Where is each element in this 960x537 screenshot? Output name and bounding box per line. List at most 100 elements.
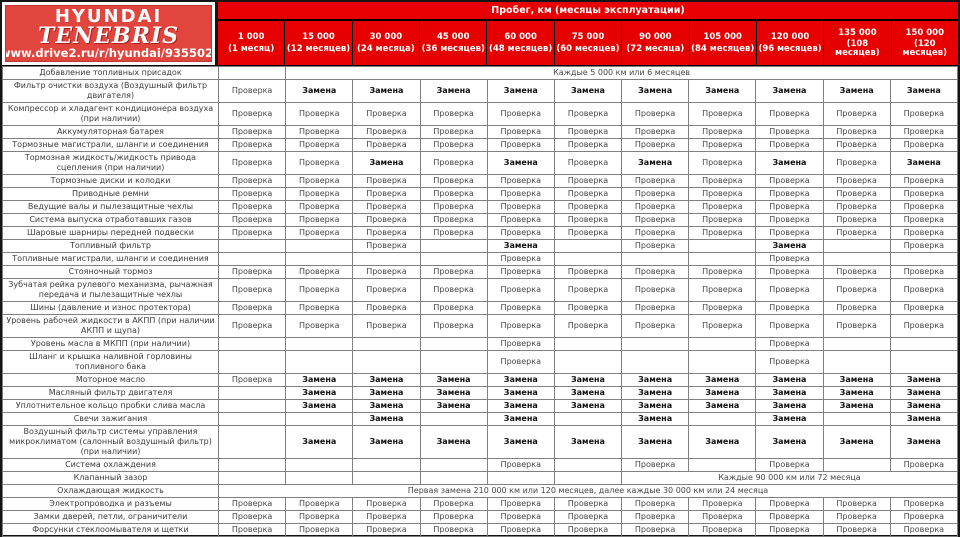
cell-check: Проверка	[419, 510, 488, 524]
cell-replace: Замена	[486, 151, 555, 175]
cell-check: Проверка	[486, 350, 555, 374]
cell-check: Проверка	[755, 458, 824, 472]
cell-empty	[285, 350, 354, 374]
cell-check: Проверка	[217, 373, 287, 387]
cell-check: Проверка	[352, 510, 421, 524]
row-label: Тормозные диски и колодки	[2, 174, 219, 188]
cell-check: Проверка	[822, 226, 891, 240]
cell-replace: Замена	[352, 386, 421, 400]
cell-check: Проверка	[822, 523, 891, 537]
cell-check: Проверка	[889, 523, 959, 537]
cell-replace: Замена	[822, 386, 891, 400]
cell-check: Проверка	[486, 187, 555, 201]
table-row: Ведущие валы и пылезащитные чехлы Проверк…	[2, 200, 959, 214]
row-label: Шланг и крышка наливной горловины топлив…	[2, 350, 219, 374]
cell-check: Проверка	[621, 125, 690, 139]
table-row: Клапанный зазор Каждые 90 000 км или 72 м…	[2, 471, 958, 485]
cell-check: Проверка	[889, 138, 959, 152]
cell-check: Проверка	[352, 523, 421, 537]
cell-check: Проверка	[755, 213, 824, 227]
table-row: Шины (давление и износ протектора) Провер…	[2, 301, 959, 315]
cell-check: Проверка	[553, 314, 623, 338]
cell-check: Проверка	[621, 226, 690, 240]
column-header: 15 000 (12 месяцев)	[284, 21, 351, 65]
cell-check: Проверка	[755, 278, 824, 302]
cell-empty	[419, 458, 488, 472]
cell-replace: Замена	[688, 79, 757, 103]
cell-check: Проверка	[688, 187, 757, 201]
cell-check: Проверка	[889, 125, 959, 139]
cell-check: Проверка	[889, 226, 959, 240]
cell-check: Проверка	[822, 265, 891, 279]
cell-check: Проверка	[889, 213, 959, 227]
cell-empty	[553, 471, 623, 485]
cell-check: Проверка	[889, 301, 959, 315]
cell-check: Проверка	[285, 278, 354, 302]
cell-check: Проверка	[486, 278, 555, 302]
cell-empty	[285, 471, 354, 485]
table-row: Добавление топливных присадок Каждые 5 00…	[2, 66, 958, 80]
row-label: Уровень рабочей жидкости в АКПП (при нал…	[2, 314, 219, 338]
cell-check: Проверка	[285, 187, 354, 201]
cell-empty	[217, 471, 287, 485]
cell-empty	[486, 471, 555, 485]
cell-check: Проверка	[553, 301, 623, 315]
cell-check: Проверка	[285, 102, 354, 126]
cell-replace: Замена	[755, 79, 824, 103]
table-row: Уплотнительное кольцо пробки слива масла…	[2, 399, 959, 413]
cell-check: Проверка	[889, 187, 959, 201]
cell-check: Проверка	[217, 200, 287, 214]
table-row: Фильтр очистки воздуха (Воздушный фильтр…	[2, 79, 959, 103]
cell-check: Проверка	[889, 278, 959, 302]
cell-empty	[217, 386, 287, 400]
cell-replace: Замена	[889, 79, 959, 103]
cell-replace: Замена	[889, 399, 959, 413]
cell-replace: Замена	[621, 373, 690, 387]
cell-check: Проверка	[352, 497, 421, 511]
column-header: 120 000 (96 месяцев)	[755, 21, 823, 65]
cell-check: Проверка	[486, 497, 555, 511]
cell-check: Проверка	[688, 151, 757, 175]
cell-empty	[352, 350, 421, 374]
cell-check: Проверка	[486, 138, 555, 152]
cell-replace: Замена	[486, 239, 555, 253]
cell-check: Проверка	[688, 138, 757, 152]
cell-check: Проверка	[486, 252, 555, 266]
cell-check: Проверка	[553, 102, 623, 126]
cell-check: Проверка	[486, 213, 555, 227]
cell-check: Проверка	[352, 278, 421, 302]
cell-empty	[688, 337, 757, 351]
cell-check: Проверка	[755, 226, 824, 240]
cell-empty	[352, 458, 421, 472]
cell-empty	[419, 337, 488, 351]
cell-replace: Замена	[889, 151, 959, 175]
cell-check: Проверка	[486, 200, 555, 214]
cell-check: Проверка	[352, 239, 421, 253]
cell-check: Проверка	[621, 523, 690, 537]
cell-check: Проверка	[755, 337, 824, 351]
cell-replace: Замена	[755, 425, 824, 459]
cell-check: Проверка	[352, 314, 421, 338]
cell-replace: Замена	[688, 399, 757, 413]
cell-check: Проверка	[419, 125, 488, 139]
cell-check: Проверка	[419, 301, 488, 315]
cell-replace: Замена	[285, 399, 354, 413]
cell-check: Проверка	[419, 200, 488, 214]
cell-replace: Замена	[486, 373, 555, 387]
cell-check: Проверка	[217, 151, 287, 175]
cell-check: Проверка	[688, 125, 757, 139]
table-row: Тормозные магистрали, шланги и соединени…	[2, 138, 959, 152]
cell-check: Проверка	[822, 200, 891, 214]
cell-check: Проверка	[621, 174, 690, 188]
table-row: Система выпуска отработавших газов Провер…	[2, 213, 959, 227]
cell-check: Проверка	[553, 226, 623, 240]
cell-replace: Замена	[822, 373, 891, 387]
cell-check: Проверка	[822, 314, 891, 338]
row-label: Компрессор и хладагент кондиционера возд…	[2, 102, 219, 126]
cell-check: Проверка	[621, 301, 690, 315]
cell-check: Проверка	[553, 138, 623, 152]
cell-replace: Замена	[285, 79, 354, 103]
table-row: Тормозная жидкость/жидкость привода сцеп…	[2, 151, 959, 175]
row-label: Масляный фильтр двигателя	[2, 386, 219, 400]
column-header: 150 000 (120 месяцев)	[890, 21, 958, 65]
